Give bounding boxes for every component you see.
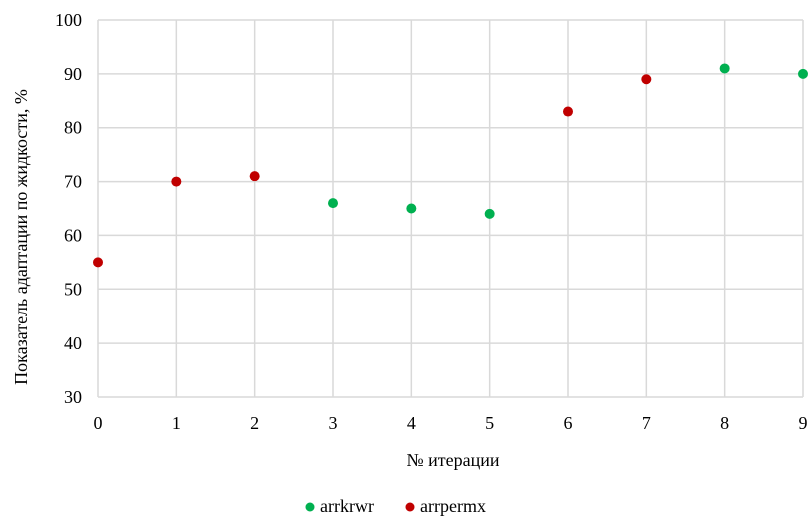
data-point-arrkrwr xyxy=(406,203,417,214)
x-tick-label: 6 xyxy=(564,413,573,433)
y-tick-label: 30 xyxy=(64,387,82,407)
x-tick-label: 1 xyxy=(172,413,181,433)
x-tick-label: 9 xyxy=(799,413,808,433)
x-tick-label: 7 xyxy=(642,413,651,433)
data-point-arrpermx xyxy=(93,257,103,268)
legend: arrkrwr arrpermx xyxy=(305,496,486,516)
legend-label-arrkrwr: arrkrwr xyxy=(320,496,374,516)
grid xyxy=(97,19,804,398)
y-tick-label: 90 xyxy=(64,64,82,84)
legend-marker-arrkrwr xyxy=(305,502,315,512)
legend-marker-arrpermx xyxy=(405,502,415,512)
y-tick-label: 80 xyxy=(64,118,82,138)
data-point-arrkrwr xyxy=(798,68,808,79)
y-tick-label: 60 xyxy=(64,225,82,245)
data-point-arrpermx xyxy=(171,176,182,187)
y-tick-label: 40 xyxy=(64,333,82,353)
x-tick-label: 3 xyxy=(329,413,338,433)
x-tick-label: 8 xyxy=(720,413,729,433)
data-point-arrpermx xyxy=(249,171,260,182)
x-axis-ticks: 0 1 2 3 4 5 6 7 8 9 xyxy=(94,413,808,433)
data-point-arrpermx xyxy=(563,106,573,117)
data-point-arrkrwr xyxy=(484,208,495,219)
x-tick-label: 4 xyxy=(407,413,416,433)
data-point-arrkrwr xyxy=(719,63,730,74)
y-tick-label: 70 xyxy=(64,172,82,192)
legend-label-arrpermx: arrpermx xyxy=(420,496,486,516)
y-axis-ticks: 30 40 50 60 70 80 90 100 xyxy=(55,10,82,407)
x-axis-title: № итерации xyxy=(406,450,499,470)
data-points xyxy=(93,63,808,268)
x-tick-label: 2 xyxy=(250,413,259,433)
y-tick-label: 100 xyxy=(55,10,82,30)
x-tick-label: 0 xyxy=(94,413,103,433)
y-tick-label: 50 xyxy=(64,279,82,299)
data-point-arrpermx xyxy=(641,74,652,85)
y-axis-title: Показатель адаптации по жидкости, % xyxy=(11,89,31,385)
x-tick-label: 5 xyxy=(485,413,494,433)
data-point-arrkrwr xyxy=(328,198,338,209)
